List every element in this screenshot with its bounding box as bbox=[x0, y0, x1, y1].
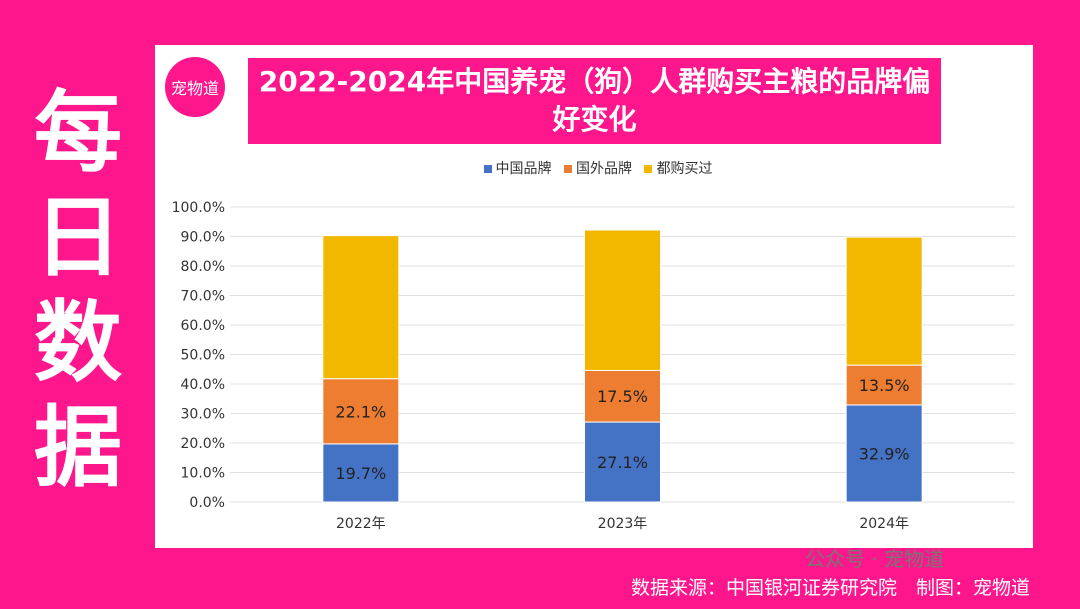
legend-swatch bbox=[644, 165, 653, 173]
legend-swatch bbox=[564, 165, 572, 173]
legend: 中国品牌 国外品牌 都购买过 bbox=[155, 158, 1033, 178]
legend-label: 都购买过 bbox=[656, 161, 713, 177]
y-tick-label: 40.0% bbox=[181, 377, 225, 393]
legend-swatch bbox=[483, 165, 492, 173]
bar-segment bbox=[584, 421, 661, 503]
data-label: 13.5% bbox=[859, 376, 910, 395]
y-tick-label: 90.0% bbox=[181, 230, 225, 246]
side-char: 日 bbox=[33, 186, 122, 289]
bar-segment bbox=[845, 236, 923, 366]
data-label: 32.9% bbox=[859, 444, 910, 463]
y-tick-label: 60.0% bbox=[181, 318, 225, 334]
side-char: 每 bbox=[33, 81, 122, 184]
data-label: 27.1% bbox=[597, 453, 648, 472]
side-char: 数 bbox=[33, 291, 122, 394]
source-text: 数据来源：中国银河证券研究院 制图：宠物道 bbox=[630, 577, 1030, 599]
y-tick-label: 70.0% bbox=[181, 289, 225, 305]
y-tick-label: 100.0% bbox=[172, 200, 225, 216]
logo: 宠物道 bbox=[165, 57, 225, 117]
watermark: 公众号 · 宠物道 bbox=[805, 547, 945, 571]
chart-panel: 宠物道 2022-2024年中国养宠（狗）人群购买主粮的品牌偏好变化 中国品牌 … bbox=[155, 45, 1033, 548]
bar-segment bbox=[584, 229, 661, 371]
legend-label: 国外品牌 bbox=[576, 161, 632, 177]
y-tick-label: 0.0% bbox=[189, 495, 225, 511]
chart-title: 2022-2024年中国养宠（狗）人群购买主粮的品牌偏好变化 bbox=[248, 58, 941, 144]
x-tick-label: 2023年 bbox=[598, 516, 648, 532]
bar-segment bbox=[584, 369, 661, 423]
bar-segment bbox=[845, 404, 923, 503]
bar-segment bbox=[322, 443, 400, 503]
chart-plot: 0.0% 10.0% 20.0% 30.0% 40.0% 50.0% 60.0% 70.0% 8… bbox=[172, 200, 1015, 532]
y-tick-label: 50.0% bbox=[181, 348, 225, 364]
data-label: 22.1% bbox=[335, 402, 386, 421]
data-label: 17.5% bbox=[597, 387, 648, 406]
x-tick-label: 2022年 bbox=[336, 516, 386, 532]
data-label: 19.7% bbox=[335, 464, 386, 483]
side-title: 每 日 数 据 bbox=[28, 80, 128, 500]
y-tick-label: 80.0% bbox=[181, 259, 225, 275]
legend-label: 中国品牌 bbox=[495, 161, 552, 177]
y-tick-label: 20.0% bbox=[181, 436, 225, 452]
bar-segment bbox=[322, 235, 400, 380]
x-tick-label: 2024年 bbox=[859, 516, 909, 532]
y-tick-label: 10.0% bbox=[181, 466, 225, 482]
y-tick-label: 30.0% bbox=[181, 407, 225, 423]
side-char: 据 bbox=[33, 396, 122, 499]
